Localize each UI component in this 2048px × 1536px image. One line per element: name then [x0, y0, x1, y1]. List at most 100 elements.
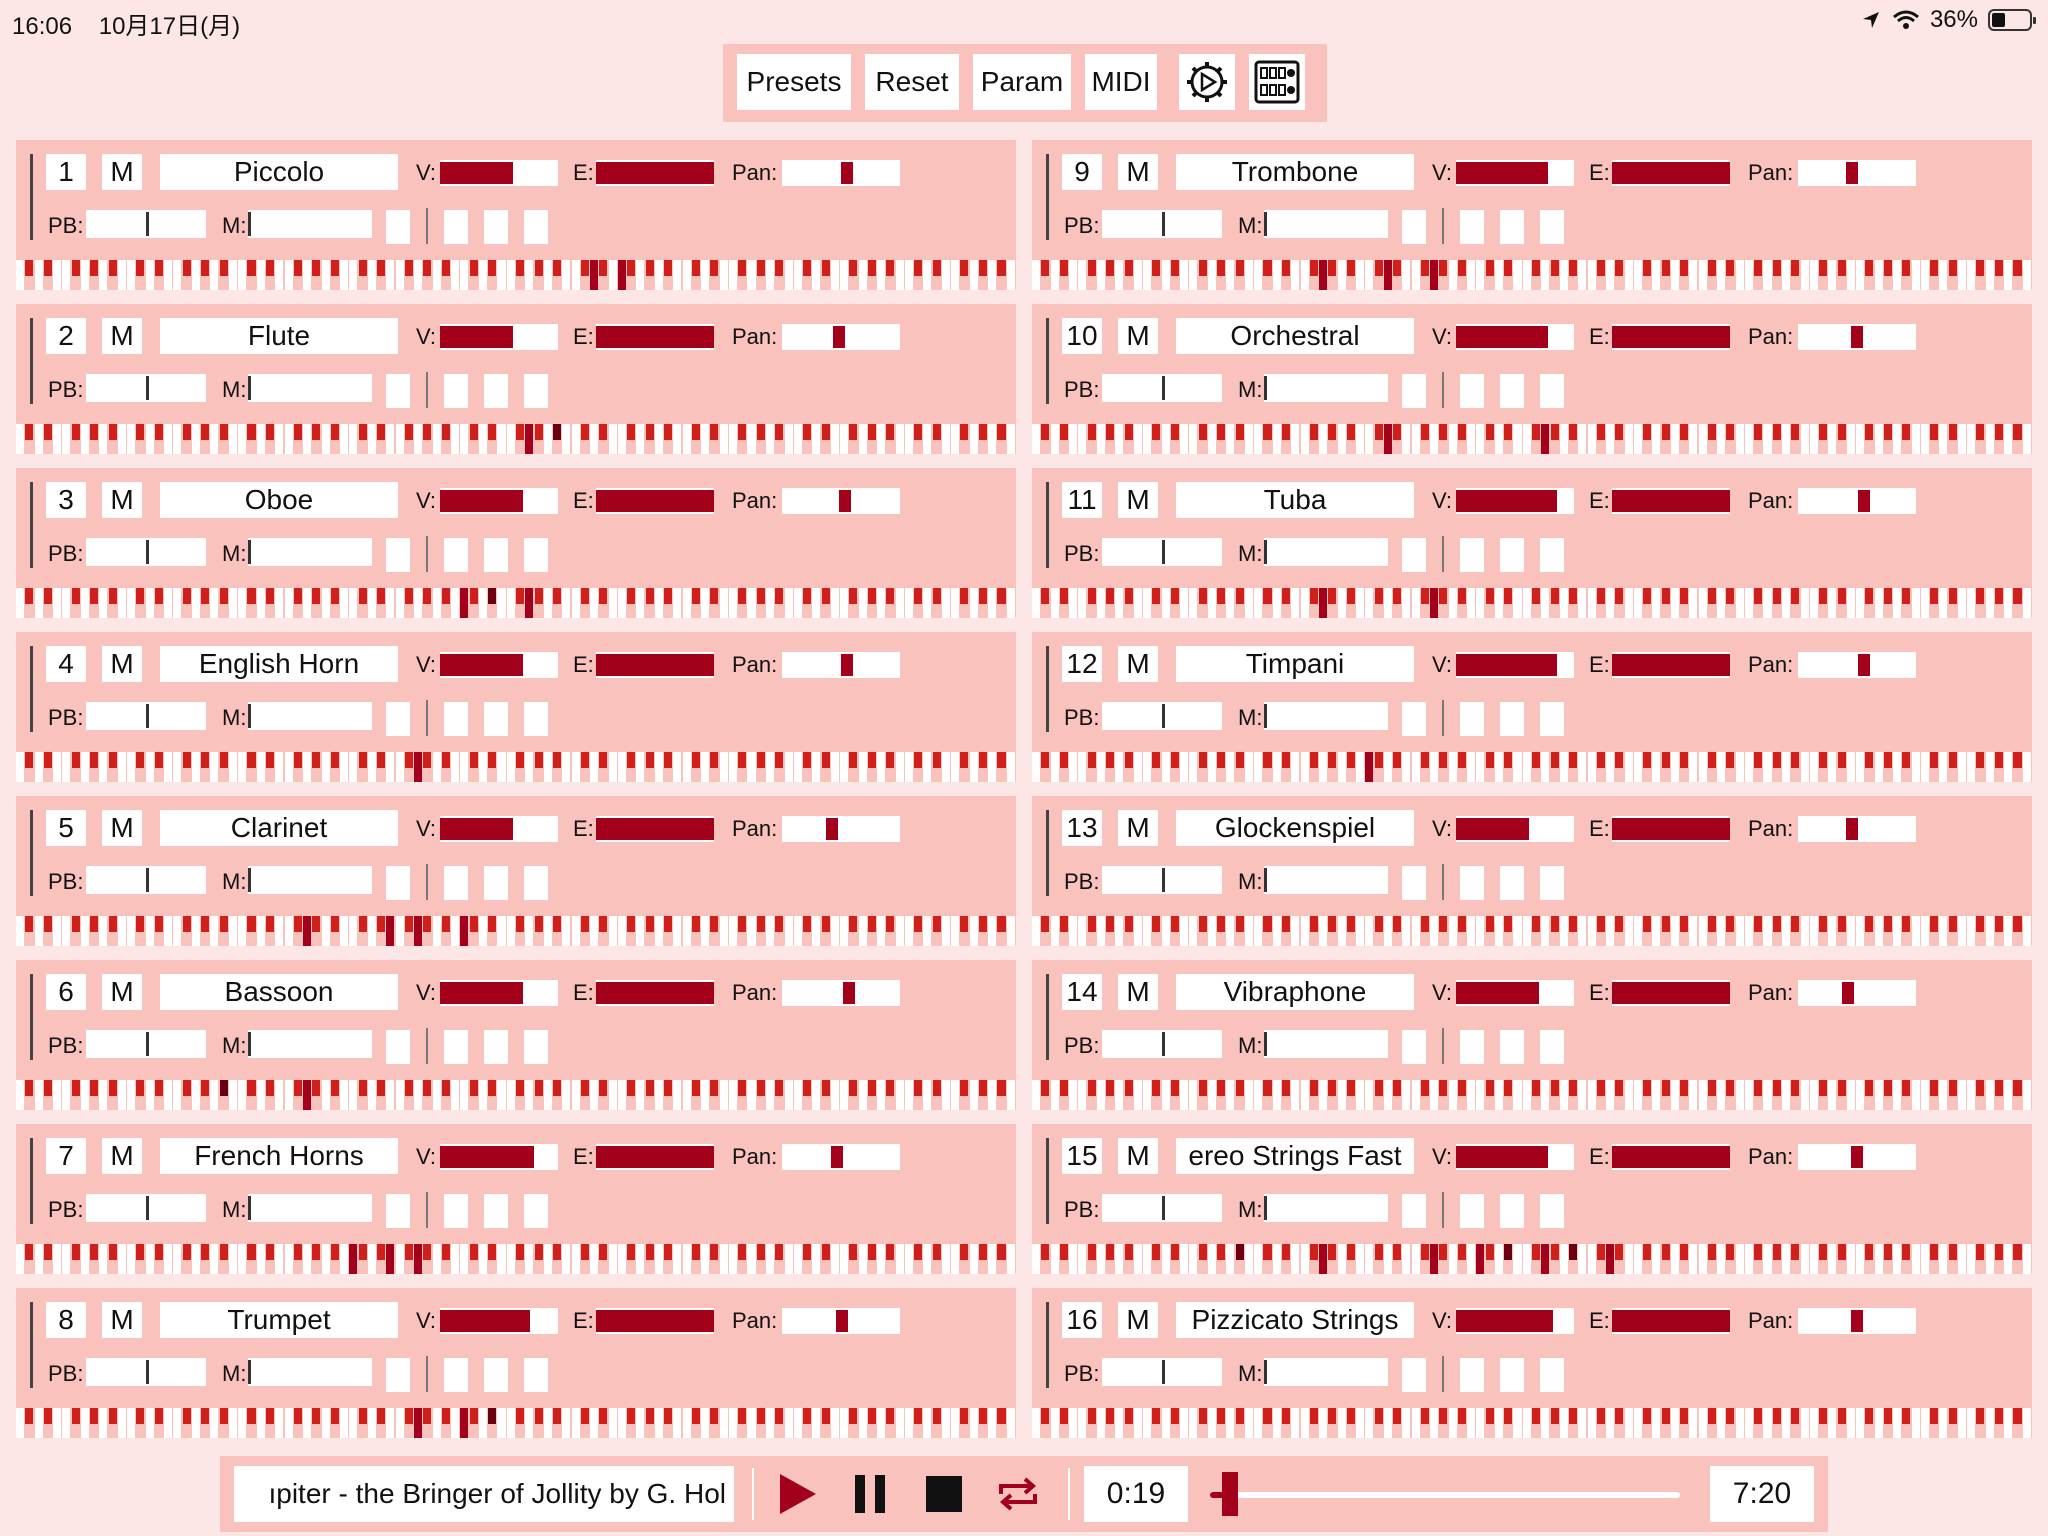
piano-key[interactable]: [506, 1080, 515, 1110]
piano-key[interactable]: [988, 1244, 997, 1274]
active-key[interactable]: [488, 1408, 497, 1424]
piano-key[interactable]: [1726, 260, 1735, 276]
piano-key[interactable]: [608, 424, 617, 454]
piano-key[interactable]: [1180, 1080, 1189, 1110]
piano-key[interactable]: [904, 424, 913, 454]
piano-key[interactable]: [191, 424, 200, 454]
piano-key[interactable]: [1578, 1408, 1587, 1438]
piano-key[interactable]: [1578, 1244, 1587, 1274]
piano-key[interactable]: [562, 1408, 571, 1438]
channel-option-box[interactable]: [1402, 210, 1426, 244]
piano-key[interactable]: [932, 260, 941, 276]
pause-button[interactable]: [846, 1470, 894, 1518]
modulation-bar[interactable]: [248, 374, 372, 402]
piano-key[interactable]: [1661, 588, 1670, 604]
piano-key[interactable]: [1772, 424, 1781, 440]
piano-key[interactable]: [1300, 424, 1309, 454]
piano-key[interactable]: [1837, 1244, 1846, 1260]
piano-key[interactable]: [1504, 588, 1513, 604]
piano-key[interactable]: [16, 1080, 25, 1110]
pitch-bend-bar[interactable]: [1102, 866, 1222, 894]
piano-key[interactable]: [1124, 424, 1133, 440]
piano-key[interactable]: [90, 588, 99, 604]
piano-key[interactable]: [1513, 588, 1522, 618]
piano-key[interactable]: [1550, 1080, 1559, 1096]
piano-key[interactable]: [25, 752, 34, 768]
piano-key[interactable]: [645, 1080, 654, 1096]
piano-key[interactable]: [691, 260, 700, 276]
piano-key[interactable]: [266, 1408, 275, 1424]
piano-key[interactable]: [228, 1080, 237, 1110]
piano-key[interactable]: [812, 588, 821, 618]
active-key[interactable]: [1541, 1244, 1550, 1274]
channel-option-box[interactable]: [1402, 374, 1426, 408]
piano-key[interactable]: [1633, 588, 1642, 618]
piano-key[interactable]: [1550, 916, 1559, 932]
piano-key[interactable]: [1226, 752, 1235, 782]
active-key[interactable]: [303, 916, 312, 946]
piano-key[interactable]: [1006, 588, 1015, 618]
active-key[interactable]: [414, 1408, 423, 1438]
piano-key[interactable]: [960, 1080, 969, 1096]
pitch-bend-bar[interactable]: [86, 1194, 206, 1222]
piano-key[interactable]: [1754, 1244, 1763, 1260]
piano-key[interactable]: [766, 916, 775, 946]
piano-key[interactable]: [1133, 1080, 1142, 1110]
piano-key[interactable]: [1800, 260, 1809, 290]
piano-key[interactable]: [858, 752, 867, 782]
piano-key[interactable]: [219, 916, 228, 932]
piano-key[interactable]: [1226, 1408, 1235, 1438]
piano-key[interactable]: [1606, 1080, 1615, 1110]
channel-option-box[interactable]: [1460, 210, 1484, 244]
piano-key[interactable]: [1161, 916, 1170, 946]
piano-key[interactable]: [1522, 916, 1531, 946]
piano-key[interactable]: [1420, 424, 1429, 440]
piano-key[interactable]: [312, 916, 321, 932]
piano-key[interactable]: [386, 1408, 395, 1438]
piano-key[interactable]: [423, 1080, 432, 1096]
active-key[interactable]: [386, 916, 395, 946]
piano-key[interactable]: [478, 1080, 487, 1110]
piano-key[interactable]: [1467, 588, 1476, 618]
piano-key[interactable]: [25, 1244, 34, 1260]
piano-key[interactable]: [460, 1244, 469, 1274]
piano-key[interactable]: [1800, 588, 1809, 618]
piano-key[interactable]: [1744, 1244, 1753, 1274]
channel-option-box[interactable]: [524, 538, 548, 572]
piano-key[interactable]: [154, 588, 163, 604]
piano-key[interactable]: [1059, 424, 1068, 440]
piano-key[interactable]: [34, 1408, 43, 1438]
piano-key[interactable]: [1707, 1080, 1716, 1096]
piano-key[interactable]: [1170, 424, 1179, 440]
piano-key[interactable]: [571, 1080, 580, 1110]
piano-key[interactable]: [1420, 1080, 1429, 1096]
piano-key[interactable]: [1643, 1080, 1652, 1096]
piano-key[interactable]: [1263, 1408, 1272, 1424]
piano-key[interactable]: [923, 1080, 932, 1110]
piano-key[interactable]: [358, 424, 367, 440]
piano-key[interactable]: [1957, 588, 1966, 618]
piano-key[interactable]: [710, 1080, 719, 1096]
piano-key[interactable]: [1300, 752, 1309, 782]
piano-key[interactable]: [1050, 424, 1059, 454]
piano-key[interactable]: [191, 916, 200, 946]
mini-keyboard[interactable]: [1032, 916, 2032, 946]
piano-key[interactable]: [590, 588, 599, 618]
piano-key[interactable]: [895, 916, 904, 946]
piano-key[interactable]: [1356, 424, 1365, 454]
piano-key[interactable]: [321, 1080, 330, 1110]
piano-key[interactable]: [2022, 916, 2031, 946]
piano-key[interactable]: [1272, 1244, 1281, 1274]
piano-key[interactable]: [1809, 916, 1818, 946]
piano-key[interactable]: [1300, 588, 1309, 618]
piano-key[interactable]: [43, 752, 52, 768]
piano-key[interactable]: [303, 1408, 312, 1438]
piano-key[interactable]: [441, 424, 450, 440]
piano-key[interactable]: [1189, 1408, 1198, 1438]
piano-key[interactable]: [321, 916, 330, 946]
piano-key[interactable]: [895, 1080, 904, 1110]
piano-key[interactable]: [1967, 916, 1976, 946]
piano-key[interactable]: [1800, 424, 1809, 454]
piano-key[interactable]: [1633, 916, 1642, 946]
piano-key[interactable]: [1420, 752, 1429, 768]
